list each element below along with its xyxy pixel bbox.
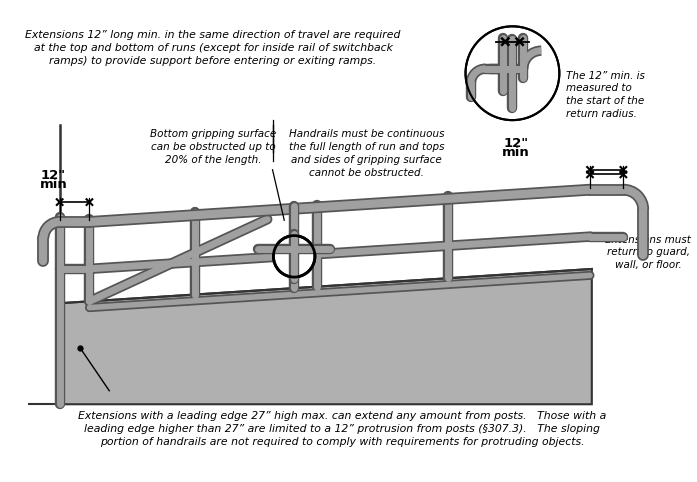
Text: min: min (40, 178, 67, 191)
Circle shape (273, 236, 315, 277)
Text: Extensions must
return to guard,
wall, or floor.: Extensions must return to guard, wall, o… (606, 235, 691, 270)
Text: min: min (502, 146, 530, 159)
Circle shape (466, 27, 560, 120)
Text: Extensions 12” long min. in the same direction of travel are required
at the top: Extensions 12” long min. in the same dir… (25, 30, 401, 66)
Text: 12": 12" (41, 169, 66, 182)
Text: Handrails must be continuous
the full length of run and tops
and sides of grippi: Handrails must be continuous the full le… (289, 129, 444, 177)
Polygon shape (60, 269, 592, 404)
Text: The 12” min. is
measured to
the start of the
return radius.: The 12” min. is measured to the start of… (566, 70, 645, 119)
Text: 12": 12" (503, 137, 528, 150)
Text: Extensions with a leading edge 27” high max. can extend any amount from posts.  : Extensions with a leading edge 27” high … (78, 412, 606, 447)
Text: Bottom gripping surface
can be obstructed up to
20% of the length.: Bottom gripping surface can be obstructe… (150, 129, 276, 165)
